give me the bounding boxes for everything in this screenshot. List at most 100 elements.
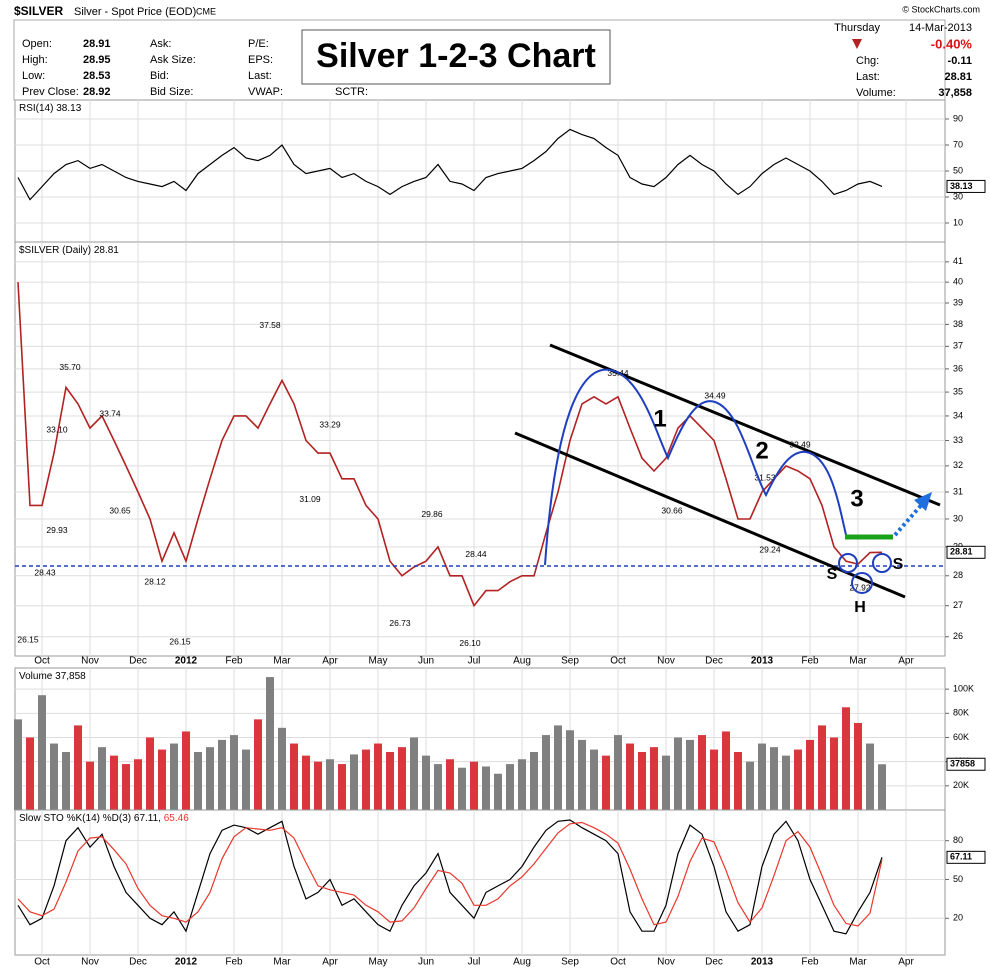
price-label: 30.66 — [661, 505, 683, 515]
current-value-label: 38.13 — [950, 181, 973, 191]
y-tick-label: 27 — [953, 600, 963, 610]
volume-bar — [722, 731, 730, 810]
price-label: 32.49 — [789, 440, 811, 450]
y-tick-label: 20 — [953, 913, 963, 923]
quote-value: 37,858 — [938, 87, 972, 99]
field-label: SCTR: — [335, 86, 368, 98]
volume-bar — [122, 764, 130, 810]
volume-bar — [350, 754, 358, 810]
current-value-label: 37858 — [950, 759, 975, 769]
x-tick-label: Aug — [513, 957, 531, 968]
price-label: 27.92 — [849, 582, 871, 592]
volume-bar — [758, 743, 766, 810]
pattern-label: 2 — [755, 437, 768, 464]
price-label: 26.73 — [389, 618, 411, 628]
date: 14-Mar-2013 — [909, 22, 972, 34]
x-tick-label: Nov — [81, 957, 99, 968]
volume-bar — [74, 725, 82, 810]
field-label: Low: — [22, 70, 45, 82]
x-tick-label: Feb — [225, 957, 243, 968]
x-tick-label: Mar — [273, 656, 291, 667]
volume-bar — [290, 743, 298, 810]
volume-bar — [746, 761, 754, 810]
volume-bar — [146, 737, 154, 810]
volume-bar — [854, 722, 862, 810]
volume-bar — [842, 707, 850, 810]
volume-bar — [818, 725, 826, 810]
current-value-box — [946, 545, 986, 559]
volume-bar — [362, 749, 370, 810]
volume-bar — [158, 749, 166, 810]
volume-bar — [710, 749, 718, 810]
pattern-curve — [544, 368, 847, 566]
x-tick-label: Apr — [322, 656, 338, 667]
pattern-label: 1 — [653, 405, 666, 432]
price-label: 33.74 — [99, 409, 121, 419]
current-value-box — [946, 850, 986, 864]
current-value: 28.81 — [94, 245, 119, 256]
x-tick-label: May — [369, 957, 388, 968]
y-tick-label: 37 — [953, 341, 963, 351]
y-tick-label: 50 — [953, 874, 963, 884]
y-tick-label: 26 — [953, 631, 963, 641]
volume-bar — [542, 735, 550, 810]
quote-value: 28.81 — [944, 71, 972, 83]
volume-bar — [662, 755, 670, 810]
x-tick-label: Jul — [468, 656, 481, 667]
x-tick-label: Feb — [801, 656, 819, 667]
price-label: 26.10 — [459, 638, 481, 648]
panel-title: Volume 37,858 — [19, 671, 86, 682]
y-tick-label: 28 — [953, 570, 963, 580]
y-tick-label: 31 — [953, 486, 963, 496]
quote-label: Last: — [856, 71, 880, 83]
field-label: Ask: — [150, 38, 171, 50]
y-tick-label: 10 — [953, 217, 963, 227]
price-label: 26.15 — [169, 636, 191, 646]
x-tick-label: Jul — [468, 957, 481, 968]
x-tick-label: Jun — [418, 957, 434, 968]
x-tick-label: Mar — [849, 656, 867, 667]
volume-bar — [458, 767, 466, 810]
series-line — [17, 819, 883, 935]
annotation-drawing — [15, 343, 945, 599]
volume-bar — [806, 739, 814, 810]
field-label: High: — [22, 54, 48, 66]
volume-bar — [602, 755, 610, 810]
volume-bar — [518, 759, 526, 810]
x-tick-label: Oct — [34, 656, 50, 667]
x-tick-label: Aug — [513, 656, 531, 667]
x-tick-label: Feb — [225, 656, 243, 667]
volume-bar — [590, 749, 598, 810]
head-circle — [851, 572, 873, 594]
volume-bar — [554, 725, 562, 810]
volume-bar — [182, 731, 190, 810]
volume-bar — [578, 739, 586, 810]
quote-value: -0.11 — [948, 55, 972, 67]
panel-frame — [14, 241, 946, 657]
x-tick-label: 2012 — [175, 656, 198, 667]
x-tick-label: Mar — [849, 957, 867, 968]
price-label: 33.10 — [46, 424, 68, 434]
volume-bar — [50, 743, 58, 810]
quote-label: Volume: — [856, 87, 896, 99]
volume-bar — [326, 759, 334, 810]
pattern-label: 3 — [850, 485, 863, 512]
panel: 20K40K60K80K100KVolume 37,858 37858 — [14, 667, 986, 811]
change-pct: -0.40% — [931, 36, 973, 51]
x-tick-label: Dec — [129, 957, 147, 968]
x-tick-label: May — [369, 656, 388, 667]
x-tick-label: Dec — [129, 656, 147, 667]
volume-bar — [410, 737, 418, 810]
volume-bar — [110, 755, 118, 810]
x-tick-label: Dec — [705, 957, 723, 968]
series-name: $SILVER (Daily) — [19, 245, 91, 256]
y-tick-label: 36 — [953, 363, 963, 373]
series-line — [17, 128, 883, 201]
volume-bar — [866, 743, 874, 810]
volume-bar — [386, 751, 394, 810]
volume-bar — [614, 735, 622, 810]
x-tick-label: Oct — [34, 957, 50, 968]
volume-bar — [218, 739, 226, 810]
field-label: Ask Size: — [150, 54, 196, 66]
price-label: 31.09 — [299, 494, 321, 504]
